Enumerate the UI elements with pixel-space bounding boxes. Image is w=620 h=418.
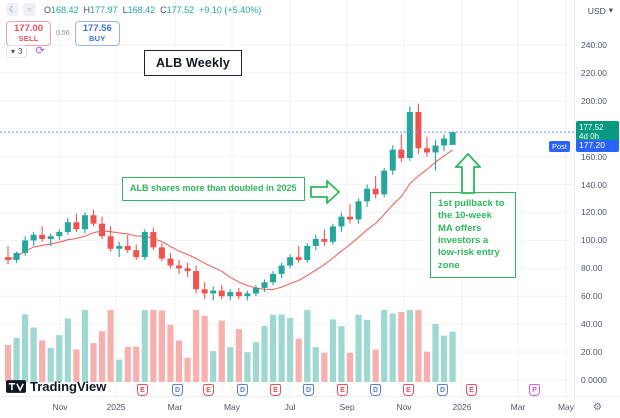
last-price-value: 177.52	[579, 123, 604, 133]
symbol-legend: ☾ ≈ O168.42 H177.97 L168.42 C177.52 +9.1…	[6, 3, 261, 16]
event-marker-e[interactable]: E	[466, 384, 477, 396]
time-axis-tick: May	[557, 402, 575, 412]
event-marker-p[interactable]: P	[529, 384, 540, 396]
tradingview-wordmark: TradingView	[30, 379, 107, 394]
change-value: +9.10 (+5.40%)	[199, 4, 262, 15]
arrow-right-icon	[310, 180, 340, 204]
price-axis-tick: 220.00	[581, 67, 607, 78]
price-axis-tick: 240.00	[581, 39, 607, 50]
time-axis-tick: Nov	[396, 402, 412, 412]
event-marker-d[interactable]: D	[370, 384, 381, 396]
sync-icon[interactable]: ⟳	[35, 45, 45, 57]
arrow-up-icon	[455, 152, 481, 194]
price-axis-tick: 20.00	[581, 347, 603, 358]
bid-price-tag: 177.20	[576, 140, 619, 152]
open-label: O	[44, 4, 52, 15]
price-axis-tick: 0.0000	[581, 375, 607, 385]
high-label: H	[83, 4, 91, 15]
moon-icon[interactable]: ☾	[6, 3, 19, 16]
chart-settings-button[interactable]: ⚙	[574, 396, 620, 418]
event-marker-d[interactable]: D	[437, 384, 448, 396]
time-axis-tick: 2025	[106, 402, 126, 412]
currency-selector[interactable]: USD ▾	[587, 4, 614, 17]
price-axis[interactable]: USD ▾ 240.00220.00200.00180.00160.00140.…	[574, 0, 620, 396]
annotation-note-horizontal[interactable]: ALB shares more than doubled in 2025	[122, 177, 305, 201]
price-axis-tick: 200.00	[581, 95, 607, 106]
quantity-stepper[interactable]: ▾ 3	[6, 45, 28, 58]
time-axis-tick: May	[223, 402, 241, 412]
tradingview-mark-icon	[6, 380, 26, 393]
tradingview-logo[interactable]: TradingView	[6, 379, 106, 394]
time-axis[interactable]: Nov 2025 Mar May Jul Sep Nov 2026 Mar May	[0, 396, 574, 418]
last-price-tag: 177.52 4d 0h	[576, 121, 619, 144]
close-label: C	[160, 4, 167, 15]
price-chart-canvas[interactable]	[0, 0, 574, 396]
high-value: 177.97	[90, 4, 118, 15]
time-axis-tick: Sep	[339, 402, 355, 412]
event-marker-d[interactable]: D	[237, 384, 248, 396]
price-axis-tick: 60.00	[581, 291, 603, 302]
buy-button[interactable]: 177.56 BUY	[74, 21, 120, 47]
low-label: L	[122, 4, 128, 15]
event-marker-e[interactable]: E	[137, 384, 148, 396]
gear-icon: ⚙	[593, 402, 602, 413]
event-marker-d[interactable]: D	[172, 384, 183, 396]
chevron-down-icon: ▾	[11, 47, 16, 56]
sell-price: 177.00	[14, 23, 44, 34]
event-marker-d[interactable]: D	[303, 384, 314, 396]
event-marker-e[interactable]: E	[203, 384, 214, 396]
event-marker-e[interactable]: E	[270, 384, 281, 396]
price-axis-tick: 140.00	[581, 179, 607, 190]
price-axis-tick: 120.00	[581, 207, 607, 218]
quantity-value: 3	[18, 47, 23, 56]
annotation-note-vertical[interactable]: 1st pullback to the 10-week MA offers in…	[430, 192, 516, 279]
time-axis-tick: Mar	[167, 402, 183, 412]
session-status-badge: Post	[549, 141, 571, 153]
buy-label: BUY	[89, 33, 106, 43]
time-axis-tick: Mar	[510, 402, 526, 412]
bar-countdown: 4d 0h	[579, 132, 600, 142]
chart-title-annotation[interactable]: ALB Weekly	[144, 50, 243, 76]
buy-price: 177.56	[82, 23, 112, 34]
price-axis-tick: 100.00	[581, 235, 607, 246]
close-value: 177.52	[166, 4, 195, 15]
time-axis-tick: Nov	[52, 402, 68, 412]
wave-icon[interactable]: ≈	[23, 3, 36, 16]
sell-button[interactable]: 177.00 SELL	[6, 21, 52, 47]
price-axis-tick: 40.00	[581, 319, 603, 330]
chevron-down-icon: ▾	[608, 5, 613, 15]
event-marker-e[interactable]: E	[337, 384, 348, 396]
price-axis-tick: 160.00	[581, 151, 607, 162]
time-axis-tick: Jul	[284, 402, 296, 412]
time-axis-tick: 2026	[452, 402, 472, 412]
currency-label: USD	[587, 5, 606, 16]
low-value: 168.42	[127, 4, 156, 15]
sell-label: SELL	[18, 33, 39, 43]
trade-panel: 177.00 SELL 0.56 177.56 BUY	[6, 21, 120, 47]
open-value: 168.42	[51, 4, 79, 15]
spread-value: 0.56	[56, 30, 70, 37]
price-axis-tick: 80.00	[581, 263, 603, 274]
event-marker-e[interactable]: E	[403, 384, 414, 396]
order-toolbar: ▾ 3 ⟳	[6, 45, 45, 58]
